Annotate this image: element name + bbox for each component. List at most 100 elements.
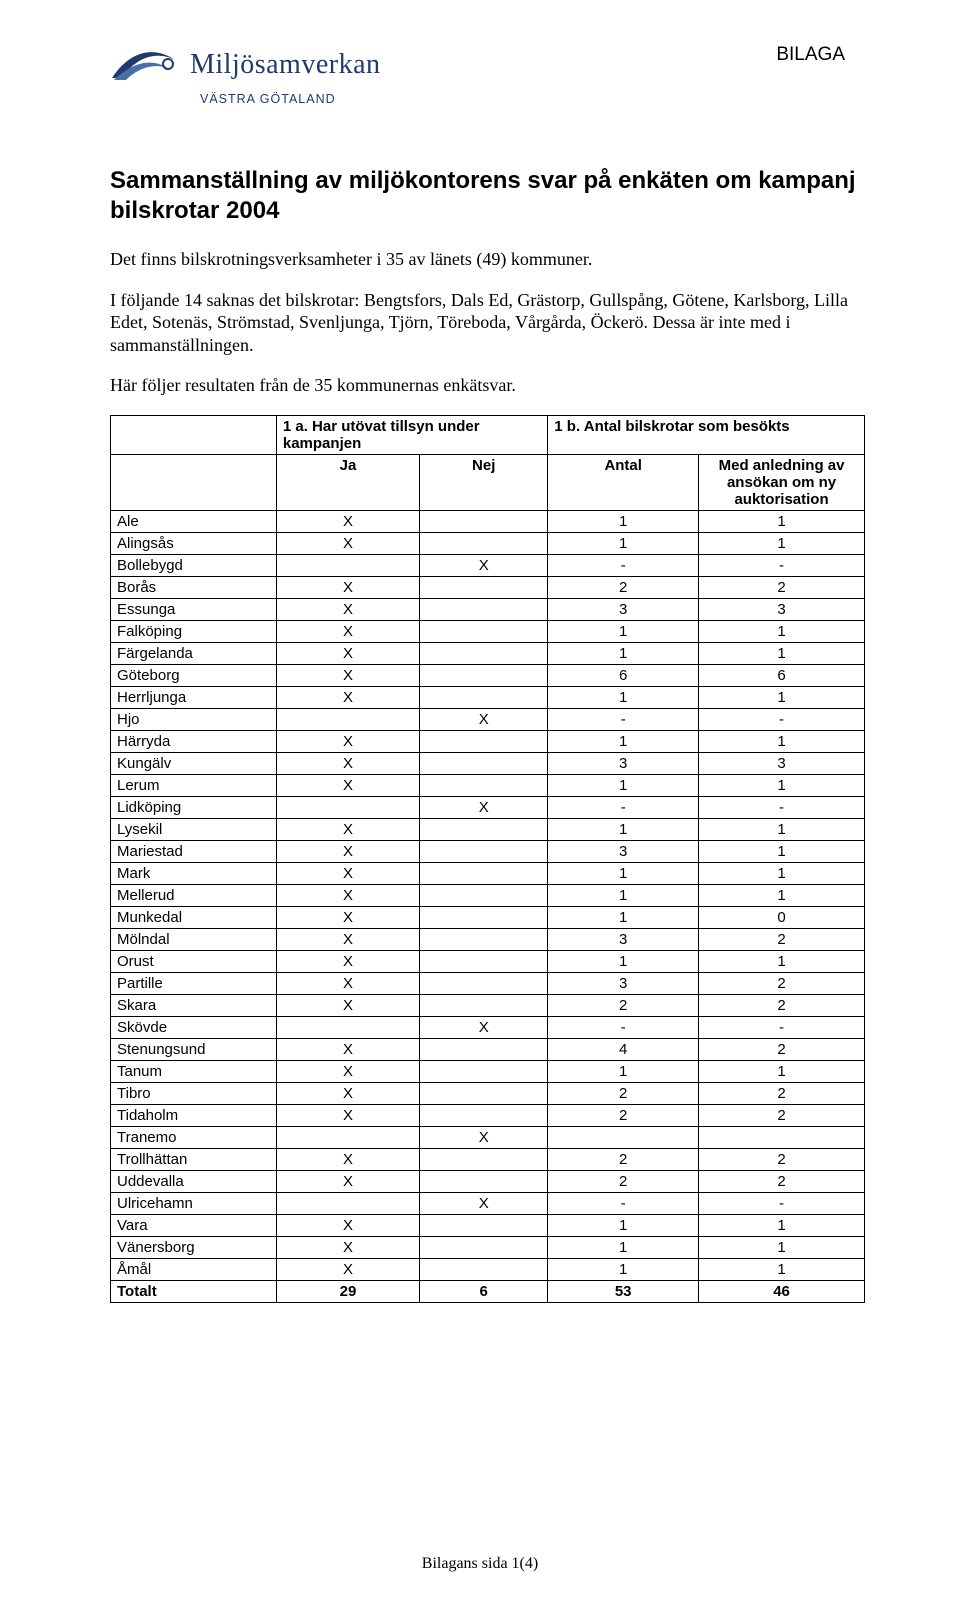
cell-antal: -	[548, 1192, 699, 1214]
cell-med	[699, 1126, 865, 1148]
table-row: FärgelandaX11	[111, 642, 865, 664]
cell-antal: 1	[548, 510, 699, 532]
cell-name: Trollhättan	[111, 1148, 277, 1170]
table-row: FalköpingX11	[111, 620, 865, 642]
cell-ja: X	[276, 840, 419, 862]
cell-med: -	[699, 1016, 865, 1038]
cell-med: 3	[699, 598, 865, 620]
table-row: MariestadX31	[111, 840, 865, 862]
cell-nej	[420, 1258, 548, 1280]
cell-nej	[420, 664, 548, 686]
table-row: LerumX11	[111, 774, 865, 796]
cell-name: Åmål	[111, 1258, 277, 1280]
page-header: Miljösamverkan VÄSTRA GÖTALAND BILAGA	[110, 40, 865, 106]
table-col-ja: Ja	[276, 454, 419, 510]
cell-ja: X	[276, 1104, 419, 1126]
cell-med: 1	[699, 840, 865, 862]
cell-ja: X	[276, 1258, 419, 1280]
cell-total-ja: 29	[276, 1280, 419, 1302]
cell-nej	[420, 1214, 548, 1236]
cell-name: Mark	[111, 862, 277, 884]
cell-ja: X	[276, 620, 419, 642]
cell-nej: X	[420, 554, 548, 576]
table-row: MunkedalX10	[111, 906, 865, 928]
swoosh-icon	[110, 40, 180, 90]
cell-ja: X	[276, 664, 419, 686]
cell-name: Essunga	[111, 598, 277, 620]
paragraph-2: I följande 14 saknas det bilskrotar: Ben…	[110, 289, 865, 357]
cell-med: 1	[699, 950, 865, 972]
table-empty-header	[111, 415, 277, 454]
table-col-nej: Nej	[420, 454, 548, 510]
cell-ja: X	[276, 598, 419, 620]
cell-nej	[420, 994, 548, 1016]
cell-med: 6	[699, 664, 865, 686]
cell-nej	[420, 928, 548, 950]
table-row: KungälvX33	[111, 752, 865, 774]
cell-ja: X	[276, 994, 419, 1016]
cell-ja: X	[276, 928, 419, 950]
cell-med: 1	[699, 1258, 865, 1280]
table-row: TranemoX	[111, 1126, 865, 1148]
cell-antal: 1	[548, 1060, 699, 1082]
cell-name: Alingsås	[111, 532, 277, 554]
cell-antal: 1	[548, 774, 699, 796]
cell-med: 1	[699, 1236, 865, 1258]
cell-med: 2	[699, 1170, 865, 1192]
cell-antal: 6	[548, 664, 699, 686]
table-col-med: Med anledning av ansökan om ny auktorisa…	[699, 454, 865, 510]
cell-ja	[276, 554, 419, 576]
cell-nej	[420, 730, 548, 752]
cell-antal: 1	[548, 1214, 699, 1236]
cell-antal: 1	[548, 950, 699, 972]
cell-nej	[420, 1082, 548, 1104]
cell-nej	[420, 686, 548, 708]
table-row: BollebygdX--	[111, 554, 865, 576]
cell-antal: 1	[548, 906, 699, 928]
cell-ja: X	[276, 510, 419, 532]
cell-antal: 1	[548, 532, 699, 554]
cell-name: Uddevalla	[111, 1170, 277, 1192]
table-row: BoråsX22	[111, 576, 865, 598]
cell-ja: X	[276, 752, 419, 774]
cell-nej	[420, 774, 548, 796]
cell-nej	[420, 818, 548, 840]
cell-antal: 3	[548, 972, 699, 994]
cell-ja: X	[276, 884, 419, 906]
cell-nej	[420, 1170, 548, 1192]
cell-nej: X	[420, 1126, 548, 1148]
cell-ja: X	[276, 532, 419, 554]
cell-med: 1	[699, 862, 865, 884]
cell-antal: 1	[548, 1258, 699, 1280]
cell-ja: X	[276, 972, 419, 994]
cell-name: Vänersborg	[111, 1236, 277, 1258]
cell-nej: X	[420, 796, 548, 818]
logo-sub-text: VÄSTRA GÖTALAND	[200, 92, 381, 106]
table-row: MölndalX32	[111, 928, 865, 950]
cell-name: Skövde	[111, 1016, 277, 1038]
paragraph-1: Det finns bilskrotningsverksamheter i 35…	[110, 248, 865, 271]
cell-antal: 1	[548, 686, 699, 708]
cell-ja: X	[276, 1236, 419, 1258]
cell-name: Tidaholm	[111, 1104, 277, 1126]
table-row: VaraX11	[111, 1214, 865, 1236]
cell-med: 0	[699, 906, 865, 928]
cell-antal: 3	[548, 840, 699, 862]
cell-ja: X	[276, 642, 419, 664]
cell-med: 2	[699, 1082, 865, 1104]
table-row: TidaholmX22	[111, 1104, 865, 1126]
cell-ja: X	[276, 730, 419, 752]
cell-antal: 1	[548, 620, 699, 642]
table-row: VänersborgX11	[111, 1236, 865, 1258]
cell-name: Falköping	[111, 620, 277, 642]
cell-name: Lysekil	[111, 818, 277, 840]
table-row: HjoX--	[111, 708, 865, 730]
cell-nej	[420, 1236, 548, 1258]
cell-med: 1	[699, 774, 865, 796]
cell-name: Skara	[111, 994, 277, 1016]
table-row: LidköpingX--	[111, 796, 865, 818]
cell-nej	[420, 950, 548, 972]
cell-antal: 1	[548, 818, 699, 840]
cell-nej	[420, 840, 548, 862]
cell-med: 2	[699, 1148, 865, 1170]
